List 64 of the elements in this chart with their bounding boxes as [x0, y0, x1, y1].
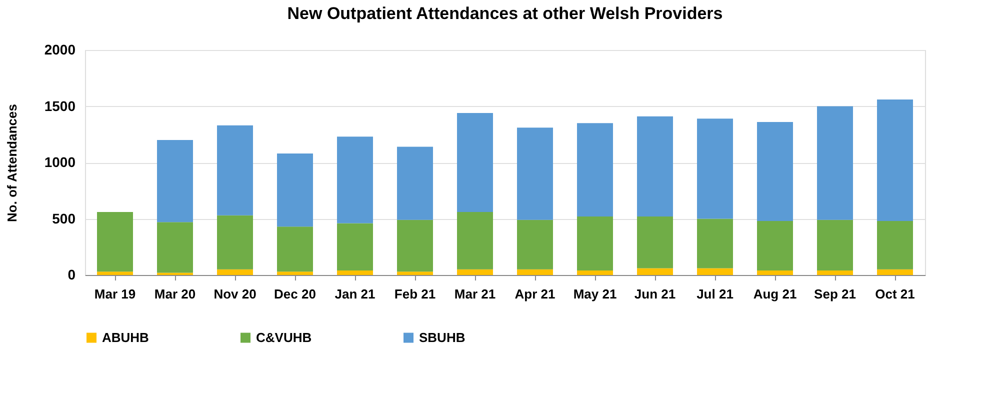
bar	[577, 216, 613, 270]
bar	[877, 269, 913, 275]
x-tick-label: Mar 21	[454, 286, 496, 302]
legend-label: ABUHB	[102, 330, 149, 345]
x-tick-label: Dec 20	[274, 286, 316, 302]
bar	[217, 215, 253, 270]
bar	[97, 212, 133, 272]
bar	[577, 270, 613, 275]
y-axis-title: No. of Attendances	[4, 104, 20, 222]
bar	[757, 270, 793, 275]
x-tick-label: Aug 21	[753, 286, 797, 302]
legend-label: SBUHB	[419, 330, 466, 345]
bar	[457, 212, 493, 270]
x-tick-label: Jul 21	[696, 286, 734, 302]
bar	[637, 116, 673, 216]
bar	[877, 221, 913, 270]
bar	[817, 270, 853, 275]
y-tick-label: 1500	[44, 98, 76, 114]
bar	[517, 128, 553, 220]
bar	[277, 272, 313, 275]
bar	[757, 221, 793, 270]
bar	[337, 136, 373, 224]
bar	[457, 269, 493, 275]
x-tick-label: Oct 21	[875, 286, 915, 302]
y-tick-label: 0	[68, 266, 76, 282]
bar	[697, 218, 733, 268]
y-tick-label: 1000	[44, 154, 76, 170]
bar	[337, 270, 373, 275]
bar	[397, 220, 433, 272]
x-tick-label: Mar 20	[154, 286, 196, 302]
legend-label: C&VUHB	[256, 330, 312, 345]
x-tick-label: Nov 20	[214, 286, 256, 302]
bar	[697, 268, 733, 275]
bar	[397, 146, 433, 220]
bar	[517, 269, 553, 275]
x-tick-label: Apr 21	[514, 286, 556, 302]
x-tick-label: May 21	[573, 286, 617, 302]
bar	[217, 125, 253, 216]
bar	[817, 106, 853, 220]
chart-title: New Outpatient Attendances at other Welsh Providers	[287, 4, 723, 23]
bar	[157, 140, 193, 222]
bar	[277, 154, 313, 227]
bar	[457, 113, 493, 212]
bar	[577, 123, 613, 216]
bar	[817, 220, 853, 270]
x-tick-label: Feb 21	[394, 286, 436, 302]
bar	[157, 222, 193, 273]
bar	[397, 272, 433, 275]
x-tick-label: Mar 19	[94, 286, 136, 302]
bar	[217, 269, 253, 275]
bar	[637, 216, 673, 268]
bar	[877, 100, 913, 221]
x-tick-label: Sep 21	[814, 286, 856, 302]
bar	[757, 122, 793, 221]
y-tick-label: 2000	[44, 42, 76, 58]
bar	[337, 223, 373, 270]
y-tick-label: 500	[52, 210, 76, 226]
x-tick-label: Jun 21	[634, 286, 676, 302]
x-tick-label: Jan 21	[334, 286, 376, 302]
bar	[97, 272, 133, 275]
bar	[517, 220, 553, 270]
bar	[697, 118, 733, 219]
bar	[277, 226, 313, 272]
bar	[637, 268, 673, 275]
